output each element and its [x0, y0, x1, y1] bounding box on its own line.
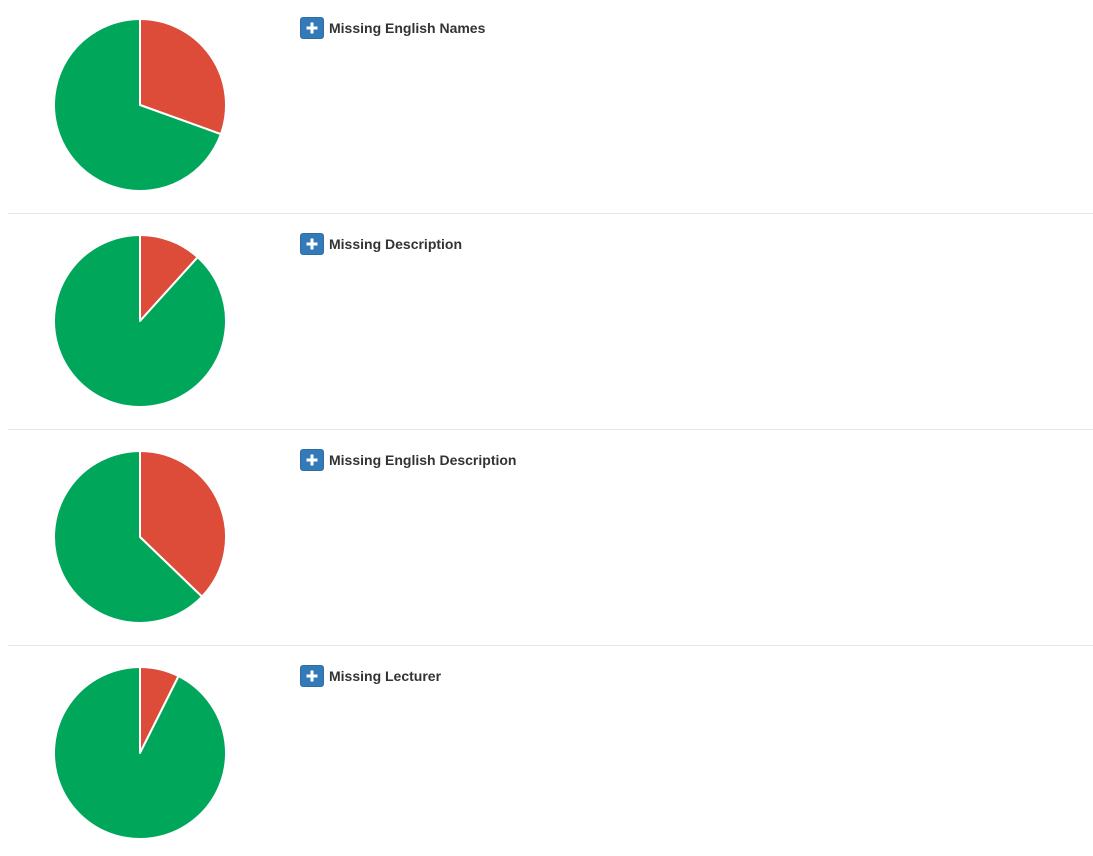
stat-row-missing-english-names: Missing English Names [0, 0, 1093, 216]
row-title: Missing English Names [329, 20, 486, 36]
row-header: Missing Lecturer [300, 665, 441, 687]
row-title: Missing English Description [329, 452, 517, 468]
plus-icon [306, 22, 318, 34]
pie-slice-missing [139, 18, 227, 136]
plus-icon [306, 238, 318, 250]
stat-row-missing-english-description: Missing English Description [0, 432, 1093, 648]
row-divider [8, 645, 1093, 646]
pie-slice-complete [53, 666, 227, 840]
expand-button[interactable] [300, 449, 324, 471]
row-title: Missing Description [329, 236, 463, 252]
stat-row-missing-description: Missing Description [0, 216, 1093, 432]
row-header: Missing Description [300, 233, 462, 255]
row-divider [8, 213, 1093, 214]
plus-icon [306, 670, 318, 682]
stat-row-missing-lecturer: Missing Lecturer [0, 648, 1093, 856]
pie-chart [53, 18, 227, 192]
pie-slice-complete [53, 18, 222, 192]
pie-slice-missing [139, 450, 227, 598]
row-divider [8, 429, 1093, 430]
pie-chart [53, 666, 227, 840]
row-title: Missing Lecturer [329, 668, 442, 684]
pie-slice-missing [139, 234, 199, 322]
expand-button[interactable] [300, 233, 324, 255]
expand-button[interactable] [300, 665, 324, 687]
pie-slice-complete [53, 450, 203, 624]
pie-chart [53, 234, 227, 408]
expand-button[interactable] [300, 17, 324, 39]
row-header: Missing English Description [300, 449, 516, 471]
pie-chart [53, 450, 227, 624]
plus-icon [306, 454, 318, 466]
pie-slice-complete [53, 234, 227, 408]
row-header: Missing English Names [300, 17, 485, 39]
